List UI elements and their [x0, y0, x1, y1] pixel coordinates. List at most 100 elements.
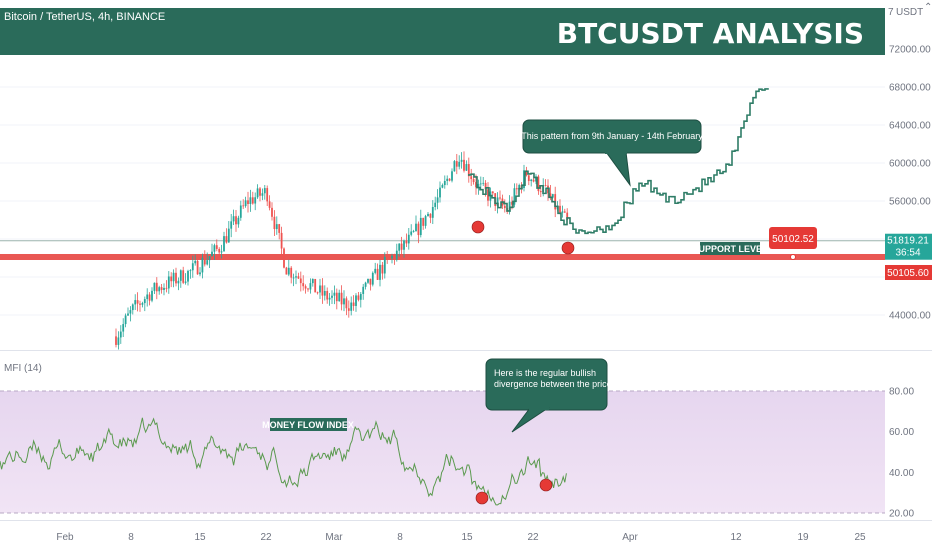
candle-body	[247, 200, 249, 204]
candle-body	[331, 295, 333, 298]
candle-body	[127, 313, 129, 316]
support-price-value: 50105.60	[887, 268, 929, 279]
candle-body	[319, 285, 321, 293]
candle-body	[175, 272, 177, 284]
candle-body	[261, 193, 264, 196]
candle-body	[439, 187, 441, 198]
candle-body	[230, 221, 233, 229]
date-tick-label: Apr	[622, 532, 638, 543]
candle-body	[223, 236, 225, 252]
candle-body	[232, 216, 235, 222]
candle-body	[242, 205, 245, 207]
price-axis[interactable]	[885, 0, 932, 520]
candle-body	[160, 287, 163, 290]
candle-body	[410, 231, 413, 235]
candle-body	[335, 292, 338, 302]
date-tick-label: 15	[461, 532, 473, 543]
candle-body	[539, 191, 542, 193]
candle-body	[525, 170, 528, 176]
candle-body	[314, 278, 317, 293]
candle-body	[472, 179, 475, 183]
candle-body	[177, 280, 180, 284]
candle-body	[333, 292, 336, 296]
support-price-tag	[885, 264, 932, 280]
candle-body	[352, 302, 355, 306]
candle-body	[477, 183, 480, 188]
candle-body	[503, 205, 506, 209]
candle-body	[515, 188, 518, 190]
candle-body	[299, 278, 302, 284]
candle-body	[182, 270, 185, 283]
candle-body	[369, 278, 372, 285]
candle-body	[381, 264, 384, 274]
candle-body	[511, 201, 513, 205]
candle-body	[184, 281, 187, 283]
candle-body	[496, 197, 499, 207]
candle-body	[434, 202, 437, 208]
candle-body	[225, 236, 228, 243]
mfi-label-box	[270, 418, 347, 431]
candle-body	[427, 213, 429, 217]
candle-body	[482, 182, 485, 184]
callout-line-2: divergence between the price and MFI	[494, 379, 647, 389]
candle-body	[559, 205, 561, 213]
candle-body	[518, 185, 521, 190]
candle-body	[415, 223, 417, 232]
candle-body	[467, 164, 470, 177]
price-tick-label: 60000.00	[889, 159, 931, 170]
candle-body	[479, 183, 482, 185]
candle-body	[187, 270, 189, 282]
candle-body	[321, 285, 324, 296]
candle-body	[208, 256, 211, 261]
price-tick-label: 72000.00	[889, 45, 931, 56]
date-tick-label: 12	[730, 532, 742, 543]
candle-body	[441, 185, 444, 188]
candle-body	[292, 277, 295, 279]
axis-menu-icon[interactable]: ⌃	[924, 2, 932, 13]
date-tick-label: 19	[797, 532, 809, 543]
candle-body	[199, 272, 201, 275]
candle-body	[403, 240, 405, 250]
candle-body	[340, 292, 343, 305]
candle-body	[455, 161, 458, 167]
date-axis-labels: Feb 8 15 22 Mar 8 15 22 Apr 12 19 25	[56, 532, 866, 543]
candle-body	[443, 180, 446, 186]
candle-body	[316, 292, 319, 294]
mfi-tick-label: 60.00	[889, 427, 914, 438]
candle-body	[170, 276, 173, 282]
candle-body	[376, 268, 379, 280]
candle-body	[326, 290, 329, 300]
candle-body	[374, 268, 377, 273]
candle-body	[393, 255, 396, 260]
candle-body	[388, 257, 391, 259]
candle-body	[412, 231, 415, 232]
candle-body	[129, 310, 132, 314]
mfi-low-marker-2	[539, 478, 553, 492]
candle-body	[484, 182, 487, 190]
support-level-band	[0, 253, 885, 260]
candle-body	[275, 224, 278, 230]
candle-body	[278, 224, 281, 233]
candle-body	[523, 170, 525, 189]
candle-body	[237, 217, 240, 225]
mfi-line	[0, 417, 567, 506]
mfi-label: MONEY FLOW INDEX	[262, 420, 354, 430]
candle-body	[194, 260, 197, 264]
mfi-band	[0, 391, 885, 513]
symbol-line: Bitcoin / TetherUS, 4h, BINANCE	[4, 11, 165, 23]
candle-body	[213, 245, 216, 252]
candle-body	[215, 245, 218, 249]
candle-body	[446, 178, 449, 181]
candle-body	[398, 243, 401, 251]
candle-body	[151, 290, 153, 301]
candlestick-series	[115, 151, 569, 350]
candle-body	[362, 286, 365, 294]
pattern-callout-text: This pattern from 9th January - 14th Feb…	[521, 131, 703, 141]
candle-body	[273, 216, 276, 230]
candle-body	[254, 197, 257, 204]
candle-body	[122, 324, 125, 332]
pattern-callout: This pattern from 9th January - 14th Feb…	[521, 119, 703, 187]
candle-body	[146, 294, 149, 300]
candle-body	[143, 299, 146, 304]
